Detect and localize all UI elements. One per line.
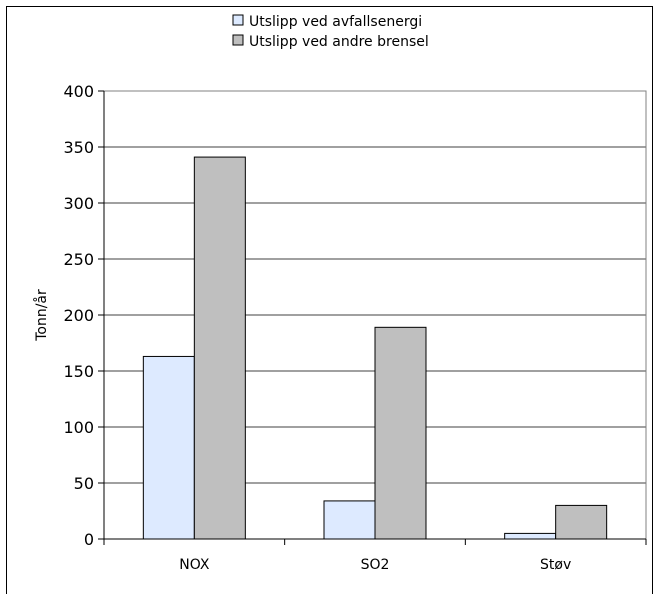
legend-swatch [232, 34, 244, 46]
bar-nox-1 [142, 355, 195, 540]
y-tick-label: 100 [63, 418, 94, 437]
x-tick-label: Støv [540, 557, 571, 573]
x-tick-label: NOX [179, 557, 210, 573]
y-tick-label: 300 [63, 194, 94, 213]
y-tick-label: 350 [63, 138, 94, 157]
x-tick-labels: NOX SO2 Støv [103, 539, 647, 573]
bar-støv-1 [504, 532, 557, 540]
legend: Utslipp ved avfallsenergi Utslipp ved and… [232, 14, 429, 50]
legend-label: Utslipp ved andre brensel [249, 34, 429, 50]
bar-nox-2 [193, 156, 246, 540]
bar-so2-1 [323, 500, 376, 540]
chart-frame [6, 6, 653, 594]
y-tick-label: 50 [74, 474, 94, 493]
y-tick-label: 400 [63, 82, 94, 101]
legend-label: Utslipp ved avfallsenergi [249, 14, 422, 30]
y-tick-labels: 0 50 100 150 200 250 300 350 400 [63, 82, 104, 549]
bars [142, 156, 608, 540]
y-axis-title: Tonn/år [33, 289, 50, 342]
y-tick-label: 200 [63, 306, 94, 325]
bar-so2-2 [374, 326, 427, 540]
y-tick-label: 150 [63, 362, 94, 381]
y-tick-label: 250 [63, 250, 94, 269]
bar-støv-2 [555, 504, 608, 540]
x-tick-label: SO2 [361, 557, 390, 573]
legend-swatch [232, 14, 244, 26]
y-tick-label: 0 [84, 530, 94, 549]
